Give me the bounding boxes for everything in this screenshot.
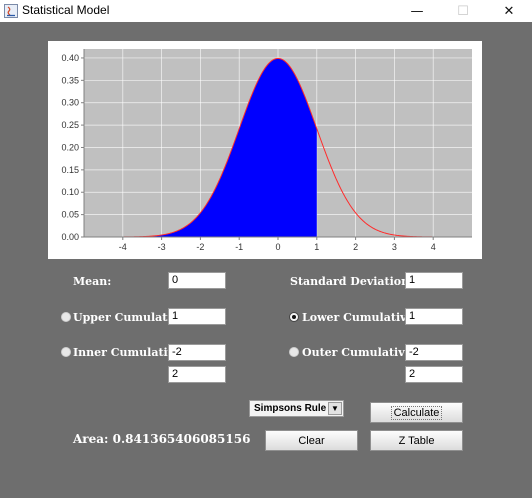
- x-tick-label: 1: [314, 242, 319, 252]
- inner-upper-bound-input[interactable]: 2: [168, 366, 226, 383]
- method-dropdown[interactable]: Simpsons Rule ▼: [249, 400, 344, 417]
- y-tick-label: 0.20: [61, 142, 79, 152]
- lower-cumulative-label: Lower Cumulative: [302, 311, 414, 324]
- shaded-area: [84, 58, 317, 238]
- java-app-icon: [4, 4, 18, 18]
- distribution-chart: 0.00 0.05 0.10 0.15 0.20 0.25 0.30 0.35 0.40 -4 -3…: [48, 41, 482, 259]
- x-tick-label: -1: [235, 242, 243, 252]
- inner-cumulative-label: Inner Cumulative: [73, 346, 182, 359]
- y-tick-label: 0.15: [61, 165, 79, 175]
- x-tick-label: 3: [392, 242, 397, 252]
- z-table-button[interactable]: Z Table: [370, 430, 463, 451]
- x-tick-label: -4: [119, 242, 127, 252]
- maximize-button: ☐: [457, 3, 469, 19]
- outer-cumulative-radio[interactable]: [289, 347, 299, 357]
- lower-cumulative-radio[interactable]: [289, 312, 299, 322]
- lower-cumulative-input[interactable]: 1: [405, 308, 463, 325]
- y-tick-label: 0.30: [61, 98, 79, 108]
- close-button[interactable]: ✕: [503, 3, 515, 19]
- dropdown-arrow-icon[interactable]: ▼: [328, 402, 342, 415]
- upper-cumulative-input[interactable]: 1: [168, 308, 226, 325]
- y-tick-label: 0.00: [61, 232, 79, 242]
- standard-deviation-label: Standard Deviation:: [290, 275, 414, 288]
- calculate-button[interactable]: Calculate: [370, 402, 463, 423]
- minimize-button[interactable]: —: [410, 3, 424, 19]
- x-tick-label: -2: [196, 242, 204, 252]
- outer-cumulative-label: Outer Cumulative: [302, 346, 412, 359]
- mean-label: Mean:: [73, 275, 112, 288]
- upper-cumulative-label: Upper Cumulative: [73, 311, 185, 324]
- inner-cumulative-radio[interactable]: [61, 347, 71, 357]
- density-curve: [84, 57, 472, 238]
- y-tick-label: 0.10: [61, 187, 79, 197]
- x-tick-label: 0: [275, 242, 280, 252]
- clear-button[interactable]: Clear: [265, 430, 358, 451]
- mean-input[interactable]: 0: [168, 272, 226, 289]
- standard-deviation-input[interactable]: 1: [405, 272, 463, 289]
- outer-upper-bound-input[interactable]: 2: [405, 366, 463, 383]
- x-tick-label: 2: [353, 242, 358, 252]
- x-tick-label: 4: [431, 242, 436, 252]
- y-tick-label: 0.25: [61, 120, 79, 130]
- window-title: Statistical Model: [22, 3, 110, 17]
- y-tick-label: 0.05: [61, 210, 79, 220]
- x-tick-label: -3: [158, 242, 166, 252]
- calculate-button-label: Calculate: [390, 405, 443, 420]
- area-result: Area: 0.841365406085156: [73, 432, 251, 446]
- inner-lower-bound-input[interactable]: -2: [168, 344, 226, 361]
- method-dropdown-value: Simpsons Rule: [254, 403, 327, 414]
- upper-cumulative-radio[interactable]: [61, 312, 71, 322]
- outer-lower-bound-input[interactable]: -2: [405, 344, 463, 361]
- y-tick-label: 0.35: [61, 75, 79, 85]
- distribution-chart-svg: 0.00 0.05 0.10 0.15 0.20 0.25 0.30 0.35 0.40 -4 -3…: [61, 49, 472, 252]
- title-bar: Statistical Model — ☐ ✕: [0, 0, 532, 22]
- y-tick-label: 0.40: [61, 53, 79, 63]
